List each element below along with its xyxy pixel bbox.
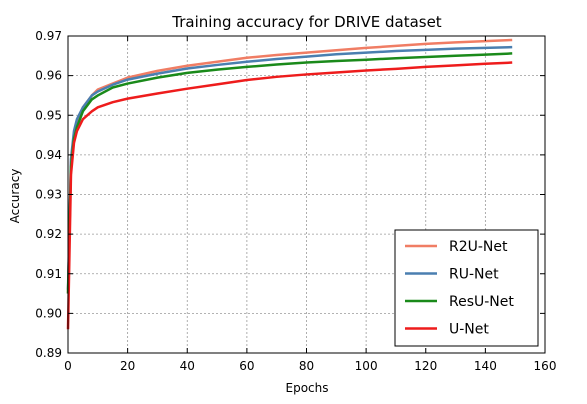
x-tick-label: 40 — [180, 359, 195, 373]
chart-title: Training accuracy for DRIVE dataset — [171, 13, 442, 31]
legend-label: U-Net — [449, 322, 489, 338]
x-tick-label: 60 — [239, 359, 254, 373]
series-line-resu-net — [66, 52, 513, 294]
legend: R2U-Net RU-Net ResU-Net U-Net — [394, 229, 539, 347]
x-tick-label: 120 — [414, 359, 437, 373]
y-tick-label: 0.92 — [35, 227, 62, 241]
y-tick-label: 0.97 — [35, 29, 62, 43]
x-axis-label: Epochs — [286, 381, 329, 395]
x-tick-label: 80 — [299, 359, 314, 373]
x-tick-label: 140 — [474, 359, 497, 373]
y-axis-label: Accuracy — [8, 169, 22, 224]
legend-label: ResU-Net — [449, 294, 514, 310]
axis-ticks: 0 20 40 60 80 100 120 140 160 0.89 0.90 0.91 0.92 0.9… — [35, 29, 556, 373]
legend-box — [394, 229, 539, 347]
legend-label: RU-Net — [449, 267, 499, 283]
series-line-u-net — [66, 61, 513, 330]
y-tick-label: 0.94 — [35, 148, 62, 162]
series-line-ru-net — [66, 45, 513, 290]
y-tick-label: 0.93 — [35, 188, 62, 202]
y-tick-label: 0.89 — [35, 346, 62, 360]
series-lines — [66, 38, 513, 330]
x-tick-label: 20 — [120, 359, 135, 373]
legend-label: R2U-Net — [449, 239, 508, 255]
x-tick-label: 100 — [355, 359, 378, 373]
x-tick-label: 160 — [534, 359, 557, 373]
y-tick-label: 0.91 — [35, 267, 62, 281]
y-tick-label: 0.95 — [35, 108, 62, 122]
x-tick-label: 0 — [64, 359, 72, 373]
y-tick-label: 0.90 — [35, 306, 62, 320]
y-tick-label: 0.96 — [35, 69, 62, 83]
